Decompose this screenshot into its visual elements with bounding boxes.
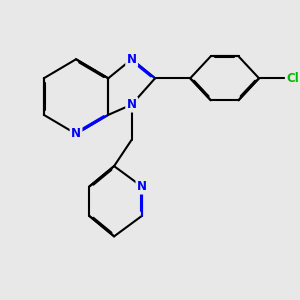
Text: Cl: Cl [286, 72, 299, 85]
Text: N: N [71, 128, 81, 140]
Text: N: N [137, 180, 147, 193]
Text: N: N [127, 98, 137, 111]
Text: N: N [127, 53, 137, 66]
